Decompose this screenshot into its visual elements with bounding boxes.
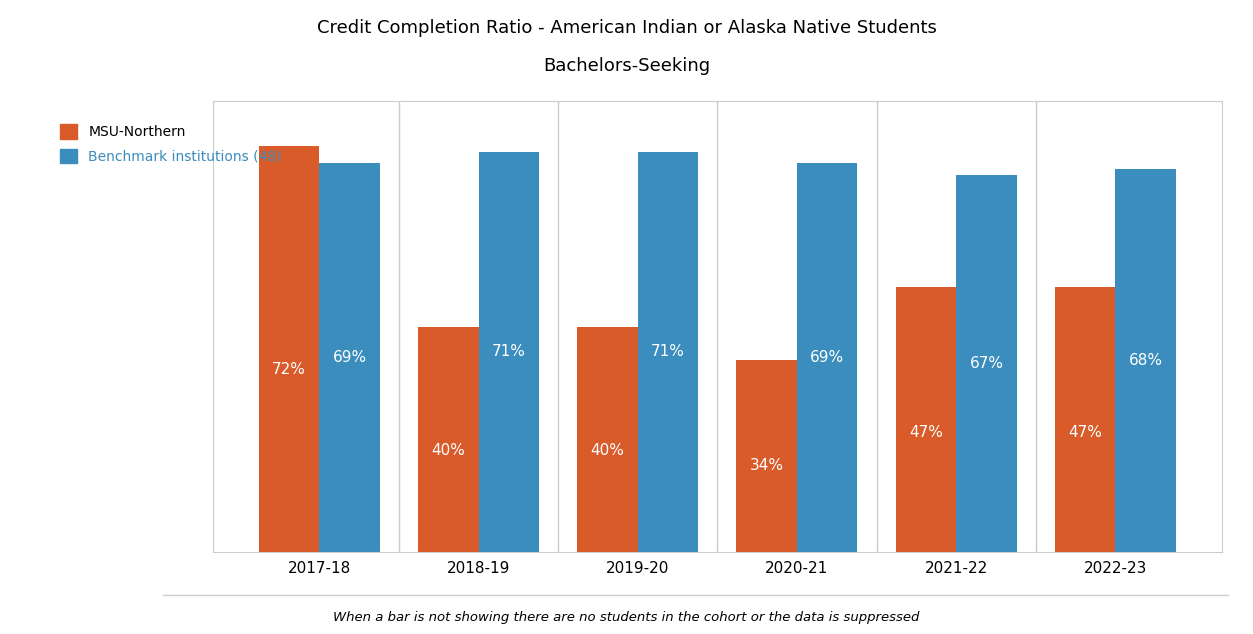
Bar xyxy=(1115,169,1175,552)
Bar xyxy=(797,164,857,552)
Text: Bachelors-Seeking: Bachelors-Seeking xyxy=(543,57,710,75)
Text: 67%: 67% xyxy=(970,356,1004,371)
Bar xyxy=(320,164,380,552)
Text: 47%: 47% xyxy=(908,425,942,440)
Bar xyxy=(638,152,698,552)
Text: 71%: 71% xyxy=(492,344,526,359)
Text: 47%: 47% xyxy=(1068,425,1103,440)
Bar xyxy=(737,360,797,552)
Bar xyxy=(956,174,1016,552)
Text: 69%: 69% xyxy=(811,350,845,365)
Legend: MSU-Northern, Benchmark institutions (48): MSU-Northern, Benchmark institutions (48… xyxy=(54,117,288,171)
Text: 40%: 40% xyxy=(431,443,465,458)
Bar xyxy=(1055,287,1115,552)
Text: 72%: 72% xyxy=(272,362,306,377)
Bar xyxy=(578,327,638,552)
Text: 68%: 68% xyxy=(1129,353,1163,368)
Text: 40%: 40% xyxy=(590,443,624,458)
Bar xyxy=(896,287,956,552)
Bar xyxy=(479,152,539,552)
Text: When a bar is not showing there are no students in the cohort or the data is sup: When a bar is not showing there are no s… xyxy=(333,611,920,624)
Text: 34%: 34% xyxy=(749,458,783,473)
Text: Credit Completion Ratio - American Indian or Alaska Native Students: Credit Completion Ratio - American India… xyxy=(317,19,936,37)
Text: 71%: 71% xyxy=(652,344,685,359)
Text: 69%: 69% xyxy=(332,350,367,365)
Bar xyxy=(419,327,479,552)
Bar xyxy=(259,146,320,552)
